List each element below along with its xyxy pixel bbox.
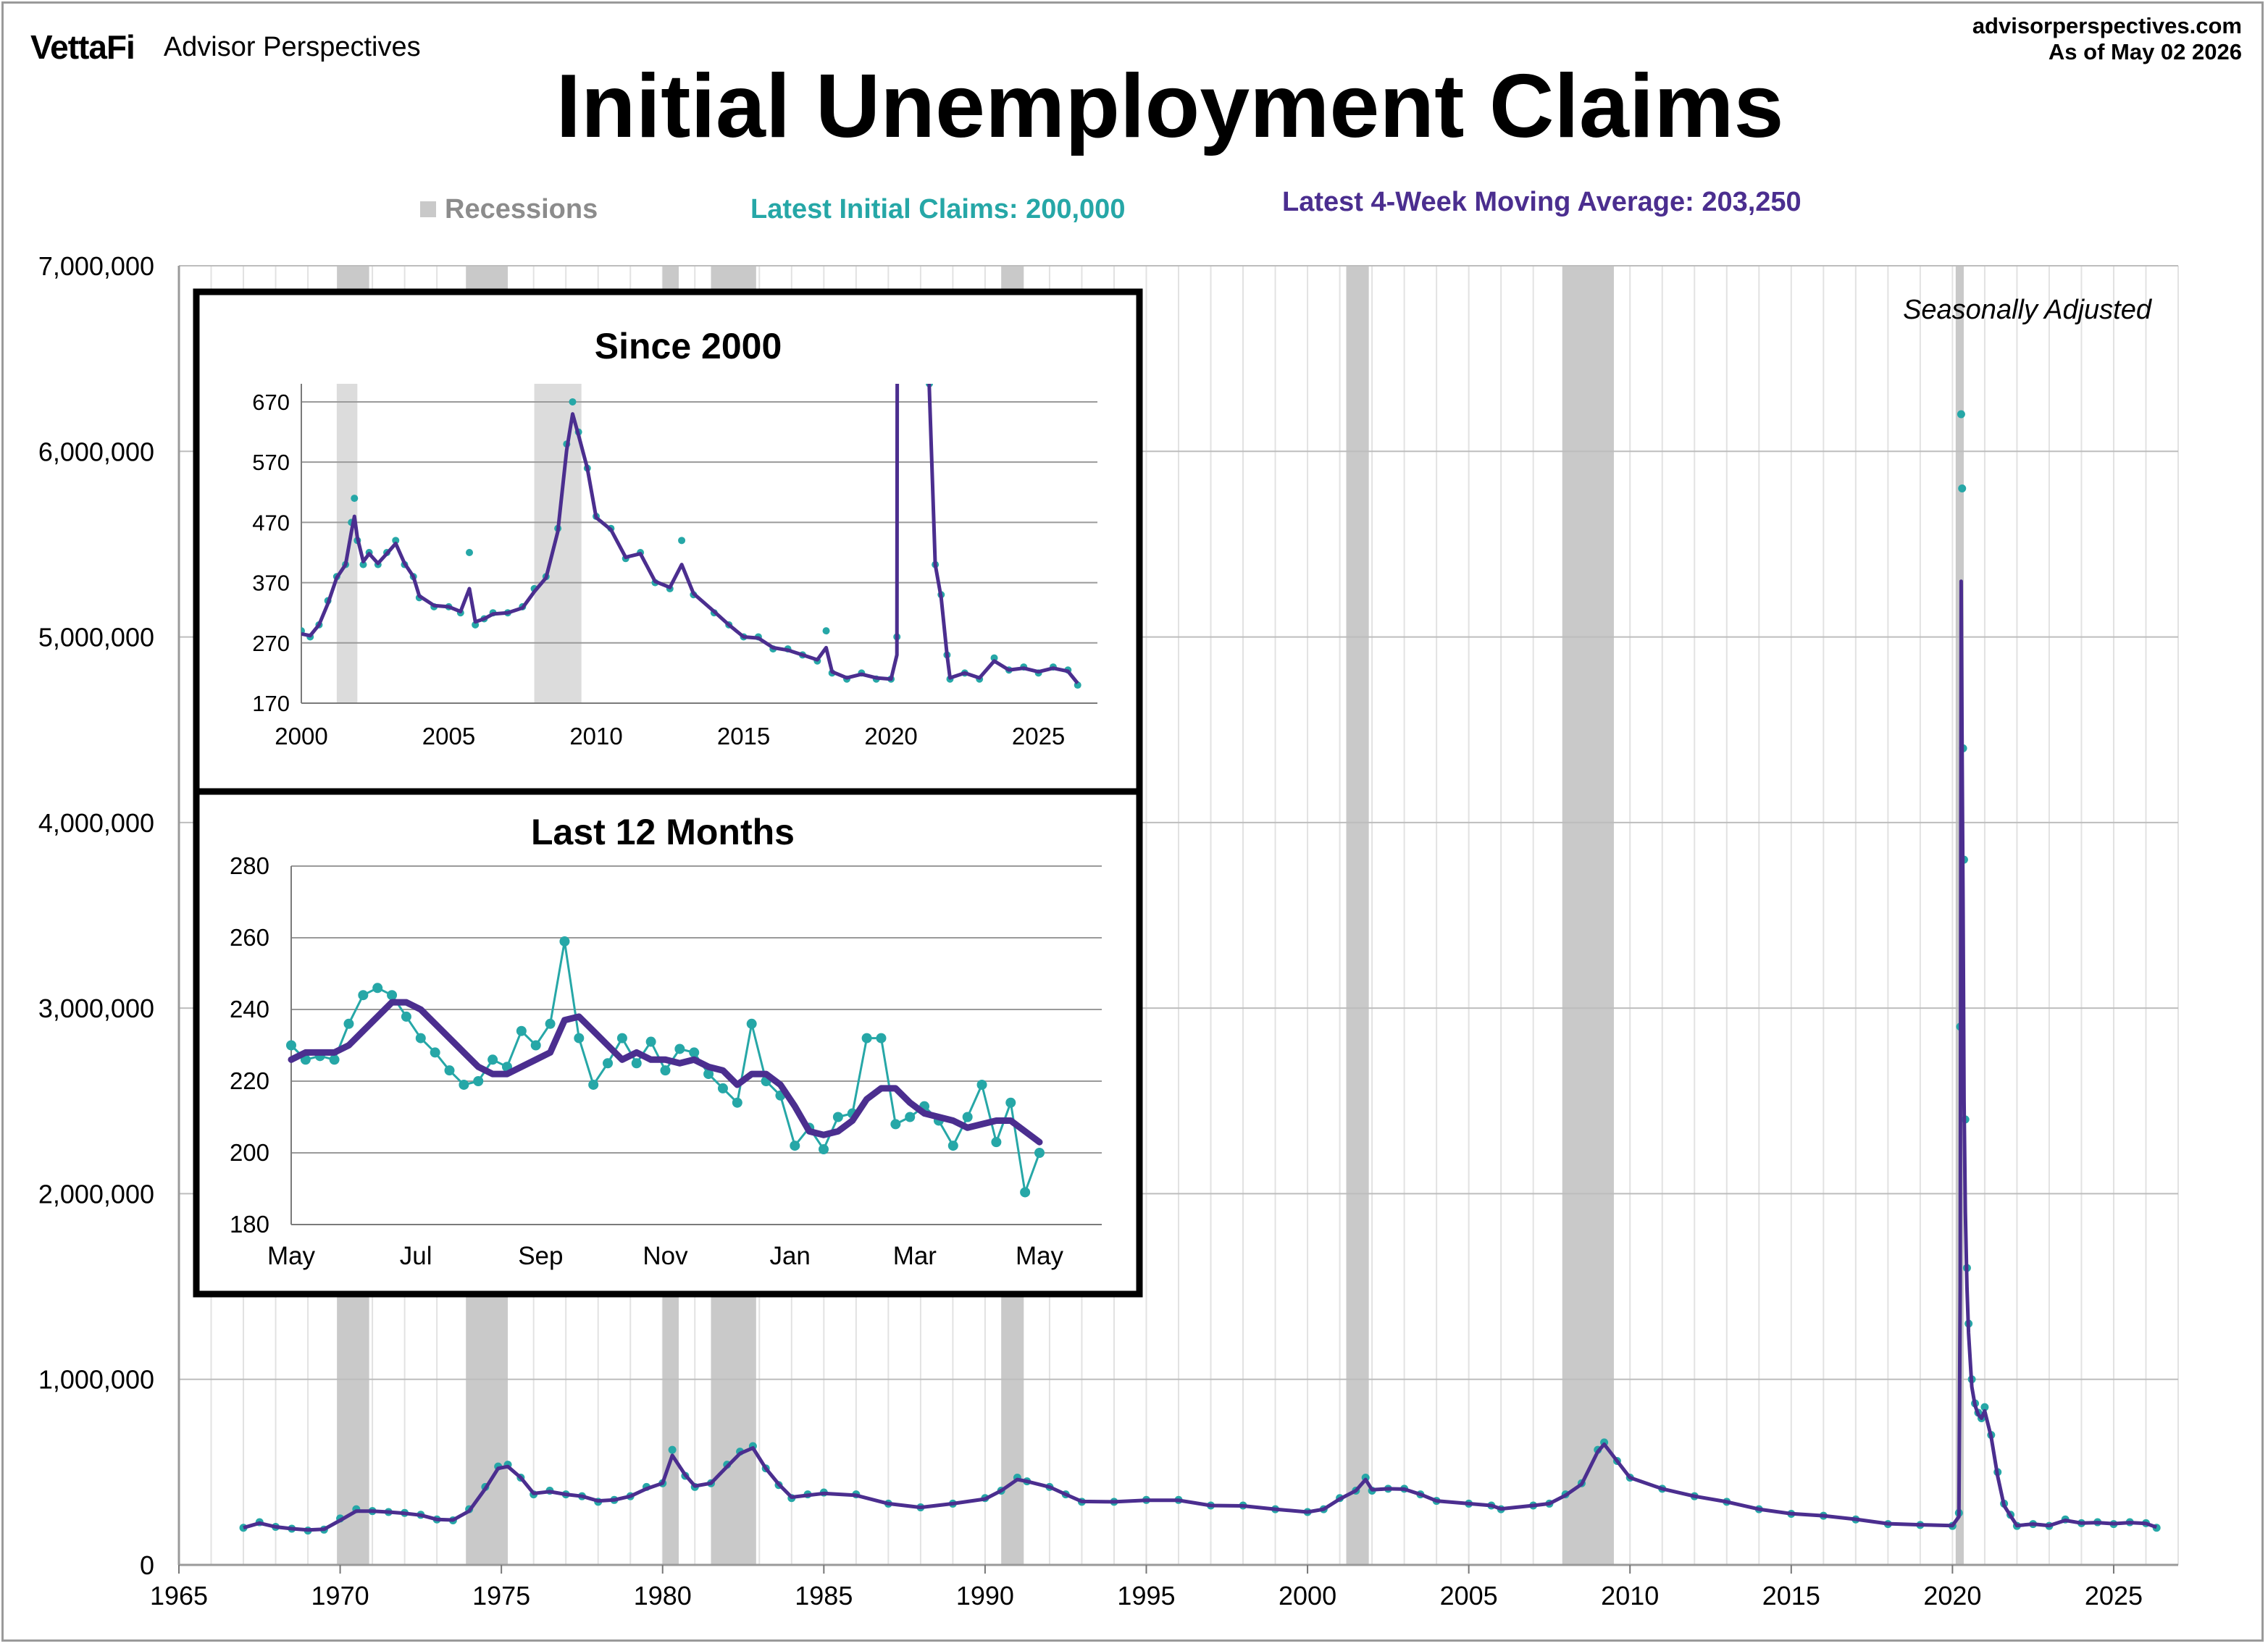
site-url: advisorperspectives.com <box>1972 13 2242 38</box>
legend-recessions: Recessions <box>420 194 598 225</box>
site-info: advisorperspectives.com As of May 02 202… <box>1972 13 2242 65</box>
legend-recessions-label: Recessions <box>445 194 598 224</box>
legend-latest-claims: Latest Initial Claims: 200,000 <box>750 194 1126 224</box>
as-of-date: As of May 02 2026 <box>2048 39 2242 64</box>
brand-name: Advisor Perspectives <box>163 31 421 62</box>
brand: VettaFi Advisor Perspectives <box>30 28 421 66</box>
legend-latest-ma: Latest 4-Week Moving Average: 203,250 <box>1282 187 1802 217</box>
vettafi-logo: VettaFi <box>30 28 135 66</box>
chart-title: Initial Unemployment Claims <box>556 56 1784 156</box>
recession-swatch <box>420 201 436 217</box>
